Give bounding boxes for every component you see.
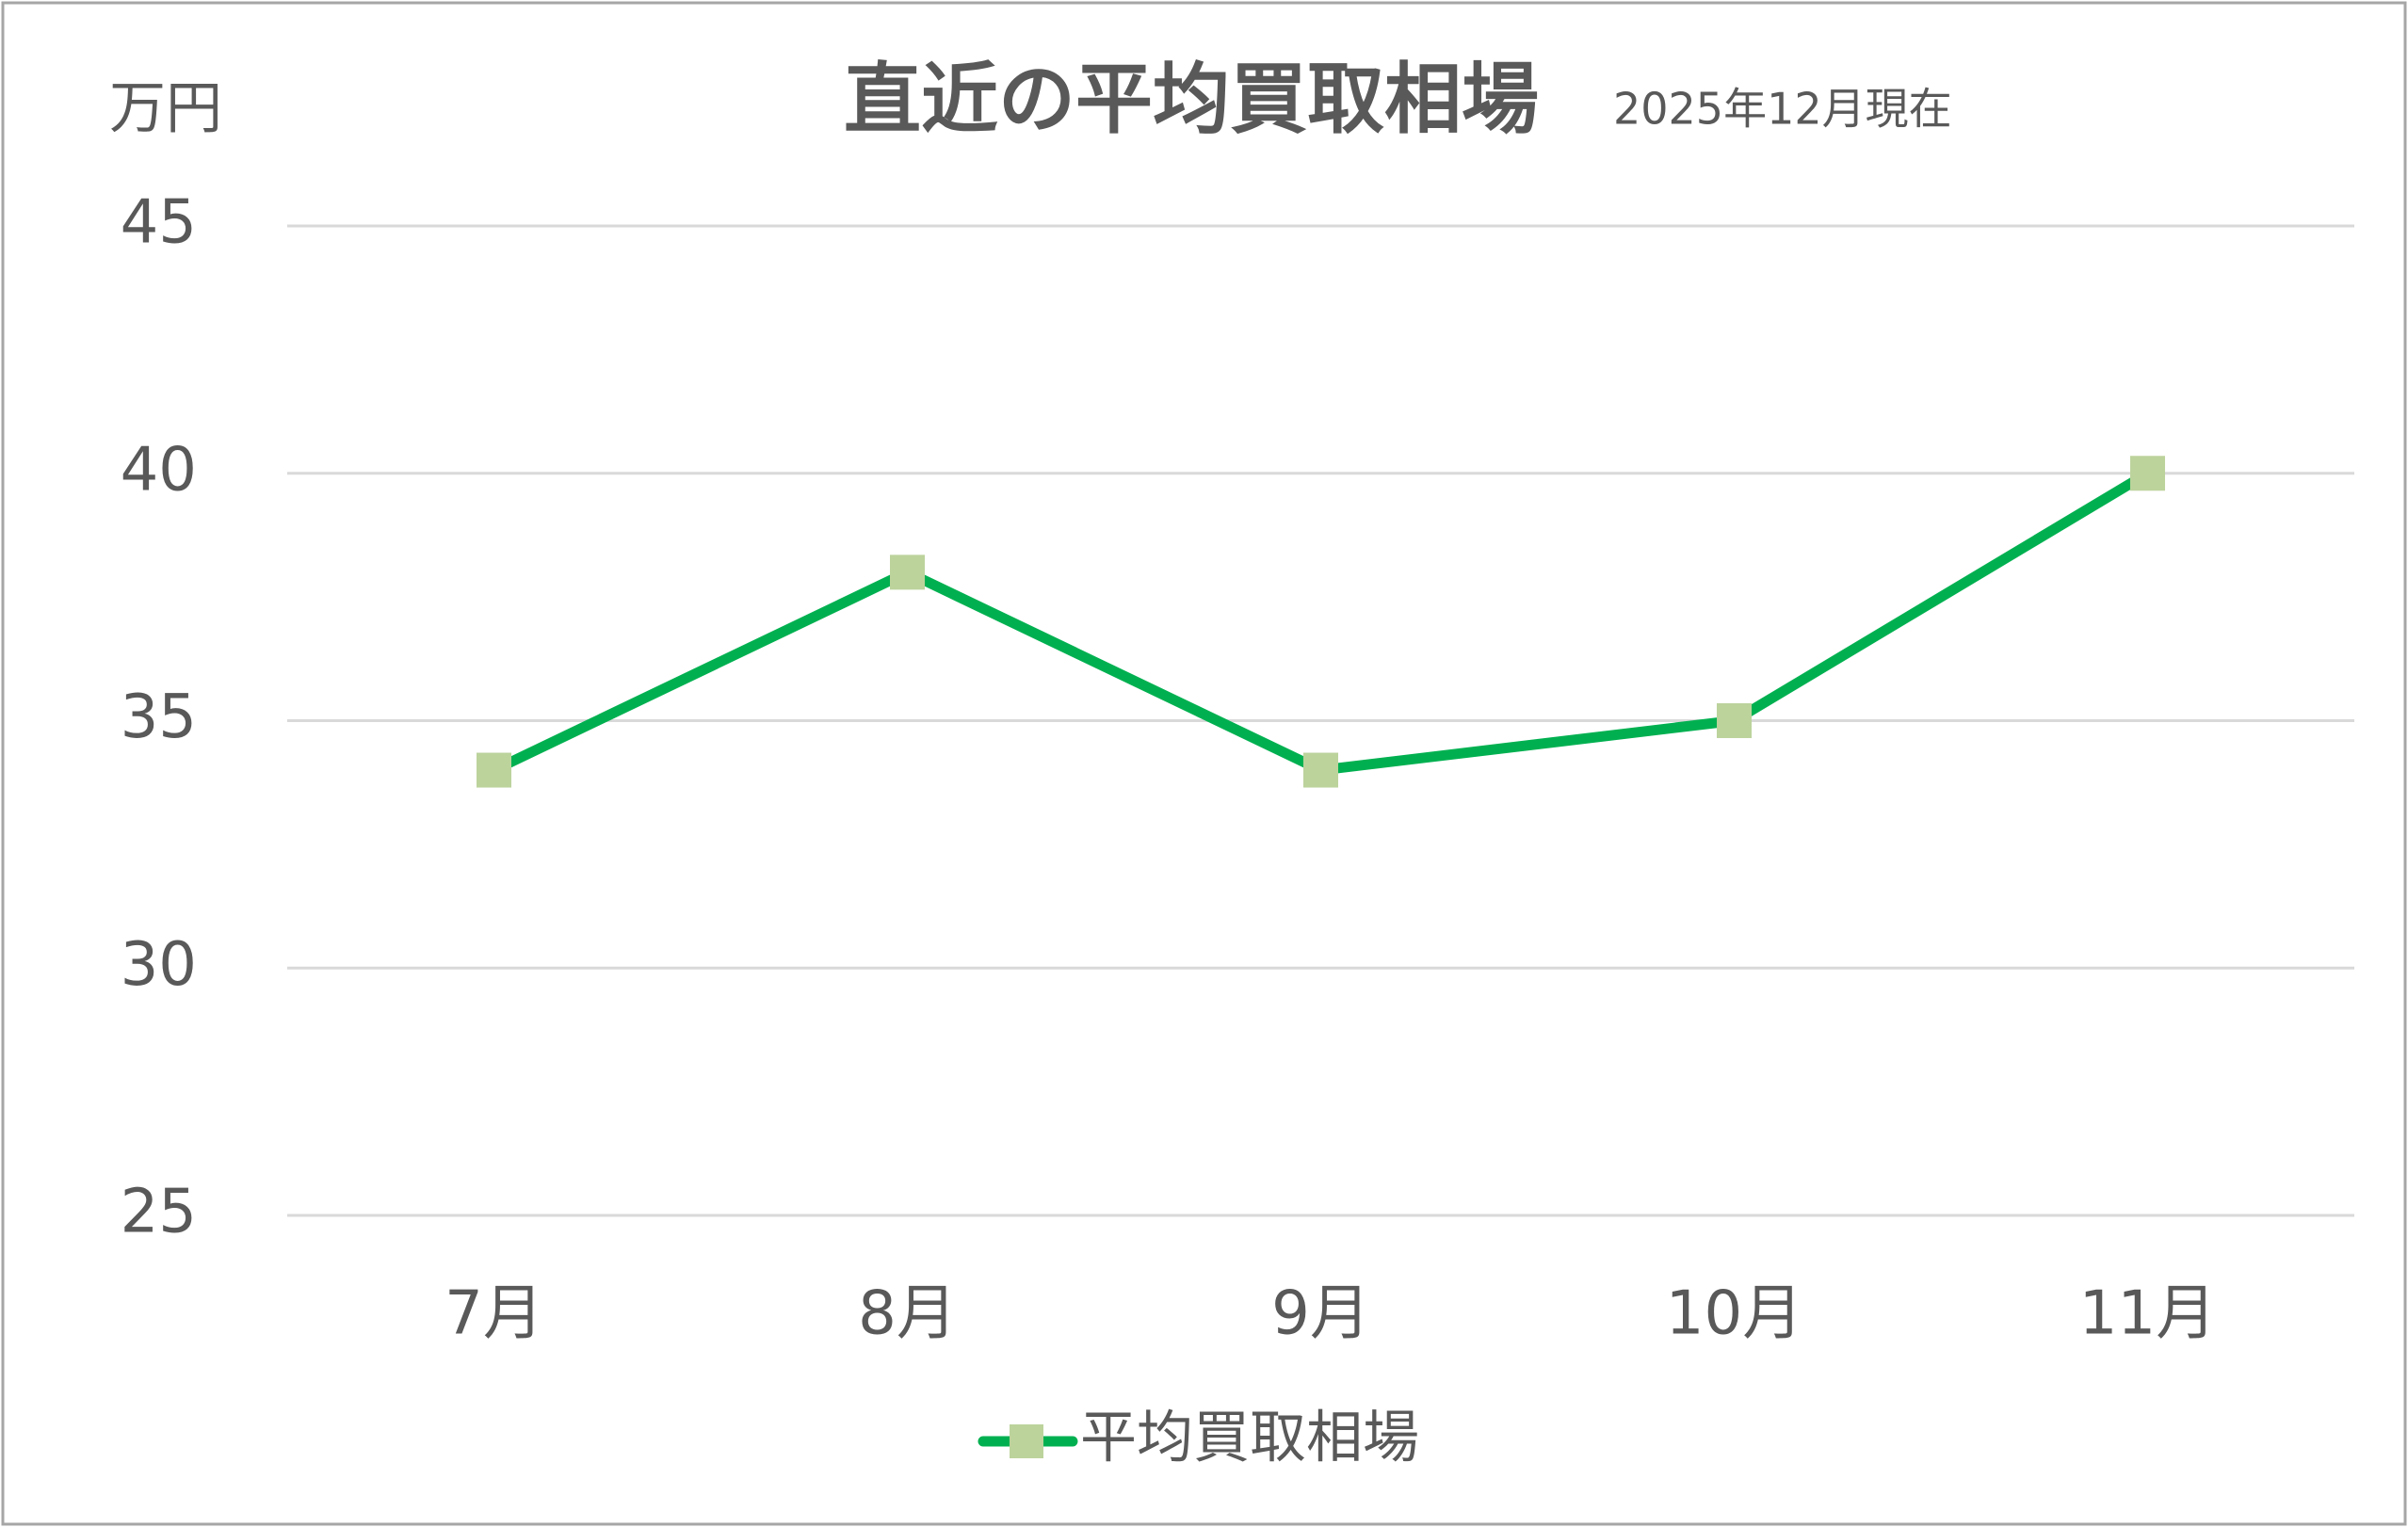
y-tick-label: 45 (121, 188, 197, 258)
marker (1717, 703, 1752, 738)
marker (890, 555, 925, 590)
y-tick-label: 35 (121, 683, 197, 752)
x-tick-label: 9月 (1271, 1279, 1370, 1349)
marker (2130, 456, 2165, 491)
chart-title: 直近の平均買取相場 (844, 55, 1539, 144)
y-tick-label: 30 (121, 930, 197, 1000)
x-tick-label: 10月 (1666, 1279, 1802, 1349)
y-axis-label: 万円 (109, 76, 222, 142)
x-tick-label: 8月 (858, 1279, 957, 1349)
y-tick-label: 40 (121, 435, 197, 505)
chart-subtitle: 2025年12月現在 (1613, 84, 1952, 135)
x-tick-label: 7月 (444, 1279, 543, 1349)
y-tick-label: 25 (121, 1178, 197, 1247)
marker (477, 752, 511, 788)
legend-marker (1010, 1424, 1043, 1458)
legend-label: 平均買取相場 (1080, 1406, 1419, 1471)
marker (1303, 752, 1338, 788)
x-tick-label: 11月 (2079, 1279, 2216, 1349)
